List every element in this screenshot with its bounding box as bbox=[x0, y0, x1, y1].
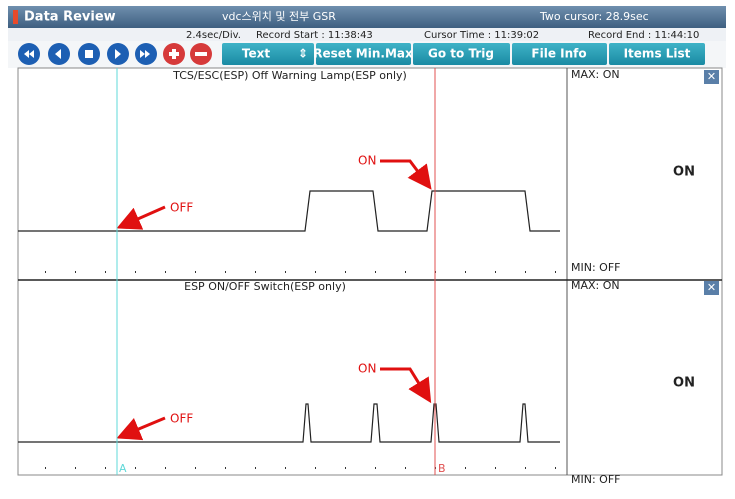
waveform bbox=[18, 403, 560, 443]
close-icon: ✕ bbox=[707, 281, 716, 294]
cursor-b-label: B bbox=[438, 462, 446, 475]
arrow bbox=[116, 416, 166, 441]
arrow bbox=[380, 159, 432, 190]
frame bbox=[17, 67, 723, 476]
panel: ESP ON/OFF Switch(ESP only) MAX: ON MIN:… bbox=[18, 279, 719, 486]
annotation: OFF bbox=[170, 201, 193, 215]
waveform bbox=[18, 190, 560, 232]
dropdown-icon: ⇕ bbox=[298, 47, 308, 61]
info-bar bbox=[8, 28, 726, 41]
annotation: ON bbox=[358, 154, 376, 168]
trig-button-label: Go to Trig bbox=[428, 47, 494, 61]
app-icon bbox=[13, 10, 18, 24]
current-value: ON bbox=[673, 376, 695, 391]
panel-title: TCS/ESC(ESP) Off Warning Lamp(ESP only) bbox=[172, 69, 407, 82]
file-info-button-label: File Info bbox=[531, 47, 586, 61]
trig-button[interactable] bbox=[413, 43, 510, 65]
cursor-time: Cursor Time : 11:39:02 bbox=[424, 30, 539, 41]
cursor-span: Two cursor: 28.9sec bbox=[539, 10, 649, 23]
control-icons bbox=[24, 49, 207, 59]
record-end: Record End : 11:44:10 bbox=[588, 30, 699, 41]
file-info-button[interactable] bbox=[512, 43, 607, 65]
file-name: vdc스위치 및 전부 GSR bbox=[222, 10, 336, 23]
record-start: Record Start : 11:38:43 bbox=[256, 30, 373, 41]
arrow bbox=[116, 205, 166, 230]
close-button[interactable] bbox=[704, 70, 719, 84]
button-row: Text ⇕ Reset Min.Max Go to Trig File Inf… bbox=[222, 43, 705, 65]
text-button[interactable] bbox=[222, 43, 314, 65]
panel: TCS/ESC(ESP) Off Warning Lamp(ESP only) … bbox=[18, 68, 719, 274]
scale: 2.4sec/Div. bbox=[186, 30, 241, 41]
arrow bbox=[380, 367, 432, 404]
close-icon: ✕ bbox=[707, 70, 716, 83]
window-title: Data Review bbox=[24, 10, 116, 25]
current-value: ON bbox=[673, 165, 695, 180]
title-bar bbox=[8, 6, 726, 28]
min-label: MIN: OFF bbox=[571, 473, 620, 486]
player-controls bbox=[18, 43, 212, 65]
max-label: MAX: ON bbox=[571, 279, 620, 292]
annotation: OFF bbox=[170, 412, 193, 426]
items-list-button[interactable] bbox=[609, 43, 705, 65]
text-button-label: Text bbox=[242, 47, 270, 61]
annotation: ON bbox=[358, 362, 376, 376]
reset-button-label: Reset Min.Max bbox=[313, 47, 413, 61]
close-button[interactable] bbox=[704, 281, 719, 295]
items-list-button-label: Items List bbox=[624, 47, 691, 61]
panel-title: ESP ON/OFF Switch(ESP only) bbox=[184, 280, 346, 293]
min-label: MIN: OFF bbox=[571, 261, 620, 274]
max-label: MAX: ON bbox=[571, 68, 620, 81]
reset-button[interactable] bbox=[316, 43, 411, 65]
cursor-a-label: A bbox=[119, 462, 127, 475]
